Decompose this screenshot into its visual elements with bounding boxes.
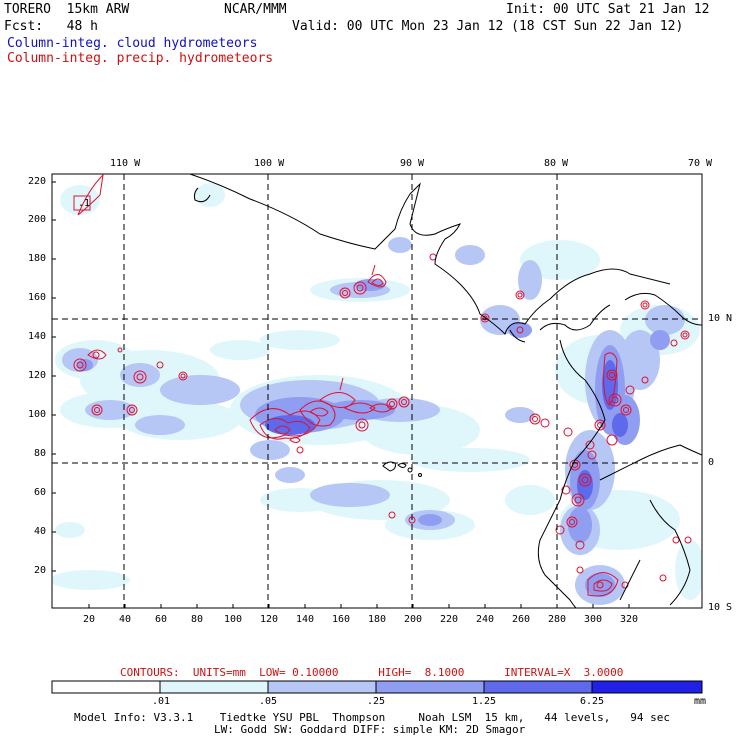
axis-ticks: [52, 181, 630, 608]
model-name: TORERO 15km ARW: [4, 2, 130, 17]
field-cloud-label: Column-integ. cloud hydrometeors: [7, 36, 258, 51]
colorbar-label: 1.25: [472, 696, 497, 707]
y-tick-label: 140: [28, 331, 47, 342]
x-tick-label: 320: [620, 614, 639, 625]
init-time: Init: 00 UTC Sat 21 Jan 12: [506, 2, 710, 17]
x-tick-label: 20: [83, 614, 96, 625]
lat-label-0: 0: [708, 457, 715, 468]
y-tick-label: 180: [28, 253, 47, 264]
map-field: [52, 174, 702, 608]
colorbar: [51, 680, 703, 694]
x-tick-label: 160: [332, 614, 351, 625]
y-tick-label: 20: [34, 565, 47, 576]
y-tick-label: 100: [28, 409, 47, 420]
colorbar-seg-1: [159, 680, 269, 694]
colorbar-seg-5: [591, 680, 703, 694]
y-tick-label: 60: [34, 487, 47, 498]
y-tick-label: 160: [28, 292, 47, 303]
colorbar-seg-0: [51, 680, 161, 694]
field-precip-label: Column-integ. precip. hydrometeors: [7, 51, 274, 66]
colorbar-seg-2: [267, 680, 377, 694]
colorbar-label: .01: [152, 696, 171, 707]
x-tick-label: 200: [404, 614, 423, 625]
x-tick-label: 100: [224, 614, 243, 625]
lon-label-90w: 90 W: [400, 158, 425, 169]
org-label: NCAR/MMM: [224, 2, 287, 17]
y-tick-label: 120: [28, 370, 47, 381]
colorbar-label: .05: [259, 696, 278, 707]
x-tick-label: 80: [191, 614, 204, 625]
colorbar-unit: mm: [694, 696, 707, 707]
colorbar-label: 6.25: [580, 696, 605, 707]
contours-info: CONTOURS: UNITS=mm LOW= 0.10000 HIGH= 8.…: [120, 666, 624, 679]
lon-label-80w: 80 W: [544, 158, 569, 169]
x-tick-label: 300: [584, 614, 603, 625]
lat-label-10s: 10 S: [708, 602, 733, 613]
y-tick-label: 80: [34, 448, 47, 459]
x-tick-label: 40: [119, 614, 132, 625]
y-tick-label: 40: [34, 526, 47, 537]
model-info: Model Info: V3.3.1 Tiedtke YSU PBL Thomp…: [74, 711, 671, 724]
contour-label: .1: [78, 198, 91, 209]
x-tick-label: 140: [296, 614, 315, 625]
lat-label-10n: 10 N: [708, 313, 733, 324]
lon-label-100w: 100 W: [254, 158, 285, 169]
x-tick-label: 280: [548, 614, 567, 625]
x-tick-label: 180: [368, 614, 387, 625]
latlon-grid: [52, 174, 702, 608]
model-physics: LW: Godd SW: Goddard DIFF: simple KM: 2D…: [214, 723, 526, 736]
y-tick-label: 220: [28, 176, 47, 187]
x-tick-label: 240: [476, 614, 495, 625]
lon-label-110w: 110 W: [110, 158, 141, 169]
x-tick-label: 60: [155, 614, 168, 625]
colorbar-seg-3: [375, 680, 485, 694]
colorbar-seg-4: [483, 680, 593, 694]
coastlines: [189, 174, 702, 608]
x-tick-label: 120: [260, 614, 279, 625]
lon-label-70w: 70 W: [688, 158, 713, 169]
x-tick-label: 220: [440, 614, 459, 625]
y-tick-label: 200: [28, 214, 47, 225]
valid-time: Valid: 00 UTC Mon 23 Jan 12 (18 CST Sun …: [292, 19, 684, 34]
x-tick-label: 260: [512, 614, 531, 625]
colorbar-label: .25: [367, 696, 386, 707]
precip-contours: [73, 174, 692, 597]
forecast-hour: Fcst: 48 h: [4, 19, 98, 34]
